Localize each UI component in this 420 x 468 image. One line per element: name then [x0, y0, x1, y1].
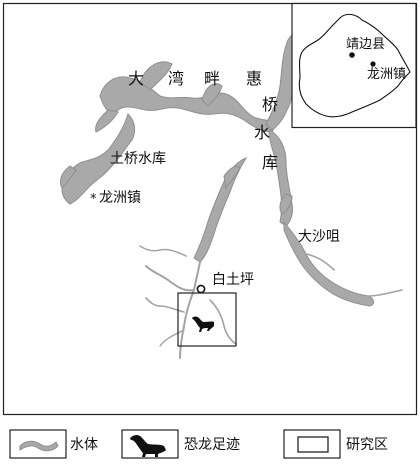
- upper-arm-lobe-2: [201, 83, 223, 107]
- legend-water-box: [9, 429, 67, 459]
- legend-water-swatch: [19, 440, 59, 452]
- label-qiao: 桥: [262, 95, 278, 114]
- legend-study-box: [283, 429, 341, 459]
- river-channels: [139, 245, 403, 359]
- central-lobe: [223, 165, 241, 190]
- label-ku: 库: [262, 153, 278, 172]
- dasha-lobe: [279, 193, 293, 215]
- label-wan: 湾: [168, 69, 184, 88]
- legend-footprint-label: 恐龙足迹: [184, 437, 240, 453]
- map-frame: [2, 2, 418, 416]
- tuqiao-arm: [61, 113, 136, 205]
- inset-county-outline: [298, 13, 411, 118]
- inset-county-label: 靖边县: [346, 37, 385, 52]
- label-dasha-zui: 大沙咀: [298, 229, 340, 245]
- inset-frame: [291, 2, 417, 129]
- label-baitu-ping: 白土坪: [212, 272, 254, 288]
- baitu-ping-marker: [196, 284, 206, 294]
- legend: 水体 恐龙足迹 研究区: [9, 429, 388, 459]
- upper-arm-lobe-3: [95, 109, 119, 133]
- dinosaur-icon: [192, 316, 214, 332]
- inset-town-label: 龙洲镇: [367, 67, 406, 82]
- legend-footprint-box: [121, 429, 179, 459]
- legend-dinosaur-icon: [130, 434, 166, 457]
- inset-town-dot: [370, 61, 376, 67]
- river-sw-trib: [145, 265, 195, 292]
- legend-water-label: 水体: [70, 437, 98, 453]
- upper-arm-lobe-1: [139, 61, 173, 91]
- central-branch: [193, 156, 248, 263]
- study-area-box: [177, 292, 237, 347]
- label-hui: 惠: [246, 69, 262, 88]
- river-trib-4: [209, 299, 237, 345]
- river-south: [179, 261, 201, 359]
- legend-study-swatch: [297, 436, 329, 453]
- river-far-east: [367, 289, 403, 297]
- inset-county-dot: [349, 52, 355, 58]
- label-longzhou-town: 龙洲镇: [99, 190, 141, 206]
- label-shui: 水: [254, 123, 270, 142]
- label-da: 大: [128, 69, 144, 88]
- inset-map: 靖边县 龙洲镇: [291, 2, 417, 129]
- river-trib-5: [159, 329, 185, 347]
- east-reservoir-lower: [283, 220, 375, 307]
- tuqiao-lobe: [59, 165, 77, 189]
- label-tuqiao-reservoir: 土桥水库: [110, 151, 166, 167]
- river-trib-2: [139, 245, 187, 257]
- legend-study-label: 研究区: [346, 437, 388, 453]
- river-east-trib: [305, 253, 335, 271]
- label-pan: 畔: [204, 69, 220, 88]
- map-labels: 大 湾 畔 惠 桥 水 库 土桥水库 * 龙洲镇 大沙咀 白土坪: [90, 69, 340, 288]
- label-longzhou-star: *: [90, 192, 97, 207]
- river-trib-3: [145, 297, 185, 313]
